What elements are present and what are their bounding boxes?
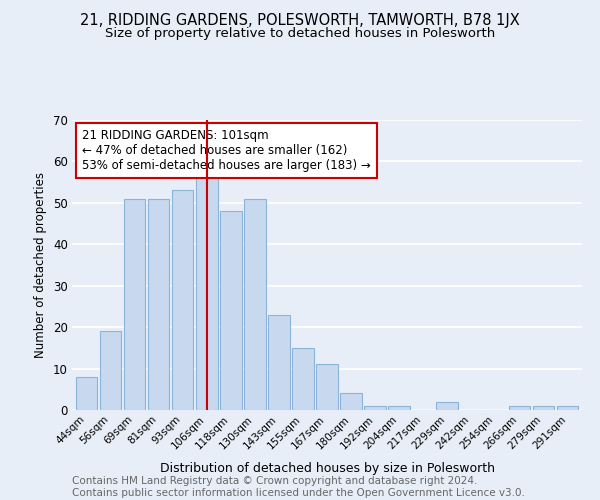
Bar	[244, 198, 266, 410]
Bar	[340, 394, 362, 410]
Bar	[124, 198, 145, 410]
Text: Contains HM Land Registry data © Crown copyright and database right 2024.
Contai: Contains HM Land Registry data © Crown c…	[72, 476, 525, 498]
X-axis label: Distribution of detached houses by size in Polesworth: Distribution of detached houses by size …	[160, 462, 494, 475]
Bar	[268, 314, 290, 410]
Bar	[148, 198, 169, 410]
Bar	[364, 406, 386, 410]
Text: 21, RIDDING GARDENS, POLESWORTH, TAMWORTH, B78 1JX: 21, RIDDING GARDENS, POLESWORTH, TAMWORT…	[80, 12, 520, 28]
Bar	[76, 377, 97, 410]
Text: 21 RIDDING GARDENS: 101sqm
← 47% of detached houses are smaller (162)
53% of sem: 21 RIDDING GARDENS: 101sqm ← 47% of deta…	[82, 128, 371, 172]
Bar	[316, 364, 338, 410]
Bar	[533, 406, 554, 410]
Bar	[196, 170, 218, 410]
Bar	[220, 211, 242, 410]
Text: Size of property relative to detached houses in Polesworth: Size of property relative to detached ho…	[105, 28, 495, 40]
Bar	[557, 406, 578, 410]
Bar	[292, 348, 314, 410]
Bar	[436, 402, 458, 410]
Y-axis label: Number of detached properties: Number of detached properties	[34, 172, 47, 358]
Bar	[509, 406, 530, 410]
Bar	[172, 190, 193, 410]
Bar	[388, 406, 410, 410]
Bar	[100, 332, 121, 410]
